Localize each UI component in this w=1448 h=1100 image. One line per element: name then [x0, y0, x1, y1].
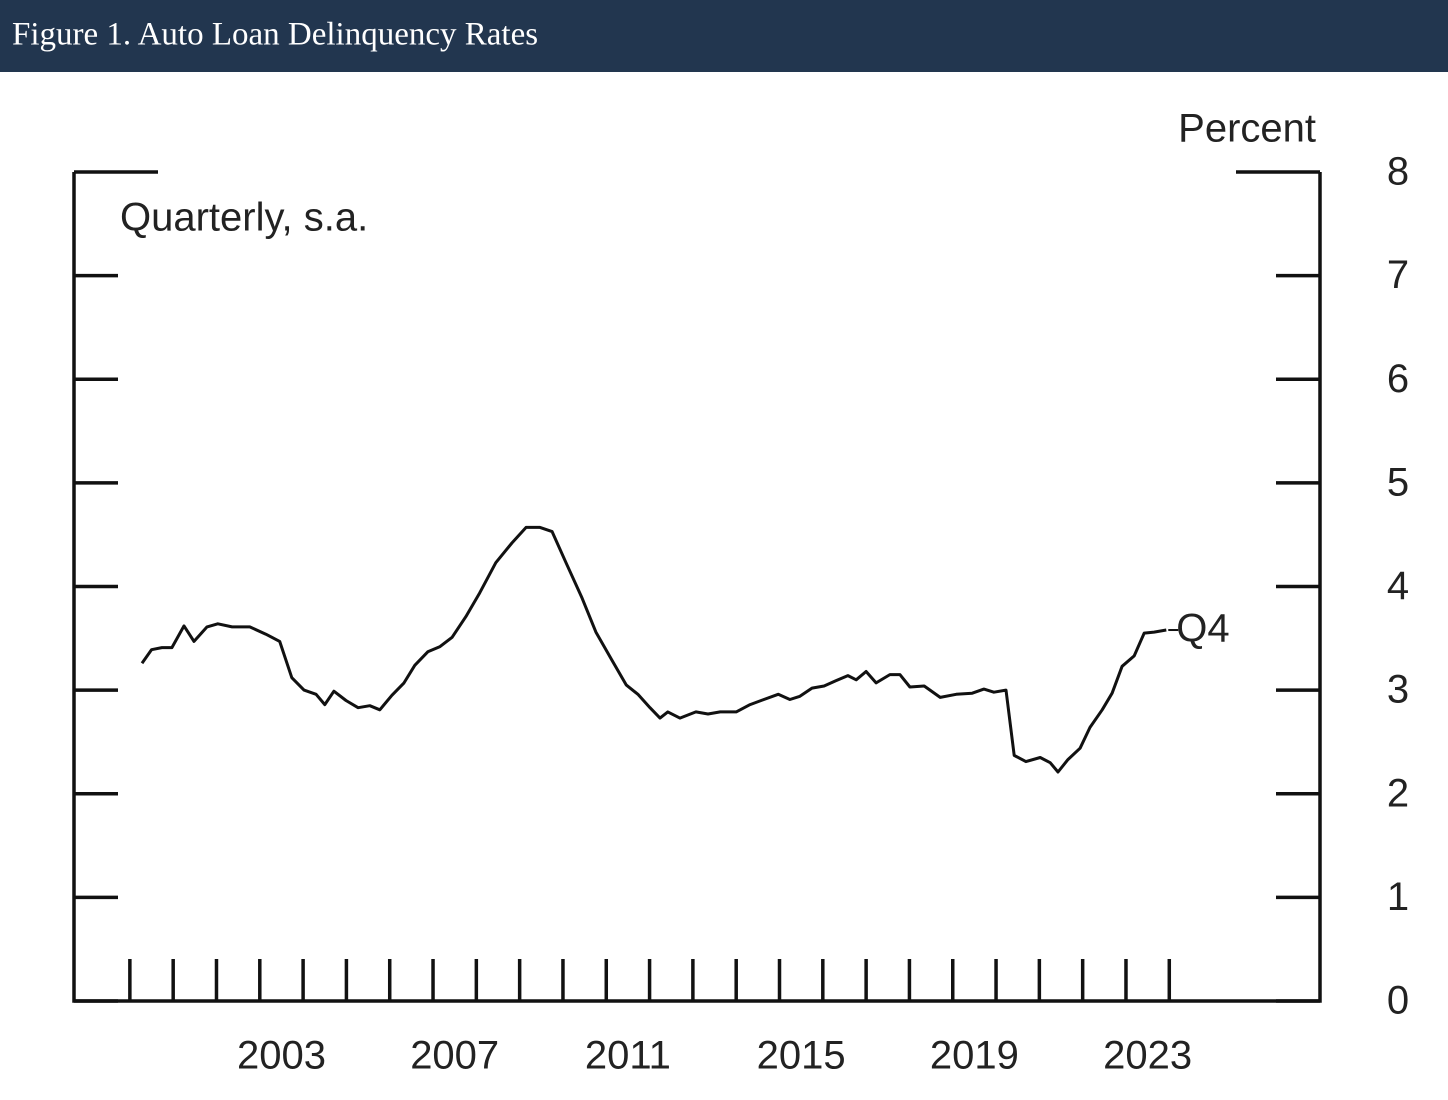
- end-annotation: Q4: [1176, 607, 1229, 651]
- y-tick-label: 0: [1387, 979, 1409, 1023]
- axis-frame: [72, 172, 1322, 1003]
- y-tick-label: 6: [1387, 357, 1409, 401]
- data-line: [140, 525, 1167, 774]
- y-axis-label: Percent: [1178, 107, 1316, 151]
- chart-subtitle: Quarterly, s.a.: [120, 196, 368, 240]
- y-tick-label: 3: [1387, 668, 1409, 712]
- x-tick-label: 2023: [1103, 1034, 1192, 1078]
- y-tick-label: 2: [1387, 771, 1409, 815]
- y-tick-label: 1: [1387, 875, 1409, 919]
- x-tick-label: 2007: [410, 1034, 499, 1078]
- y-tick-label: 8: [1387, 150, 1409, 194]
- x-tick-label: 2011: [585, 1034, 671, 1078]
- x-tick-label: 2015: [757, 1034, 846, 1078]
- x-tick-label: 2003: [237, 1034, 326, 1078]
- y-tick-label: 5: [1387, 460, 1409, 504]
- y-tick-label: 4: [1387, 564, 1409, 608]
- y-tick-label: 7: [1387, 253, 1409, 297]
- header-bar: [0, 0, 1448, 72]
- figure-title: Figure 1. Auto Loan Delinquency Rates: [12, 17, 538, 53]
- x-tick-label: 2019: [930, 1034, 1019, 1078]
